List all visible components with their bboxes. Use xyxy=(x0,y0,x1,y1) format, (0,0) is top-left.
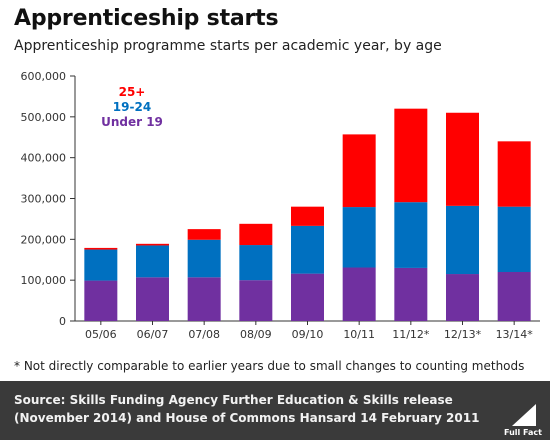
bar-segment-19-24-2 xyxy=(187,239,221,278)
chart-title: Apprenticeship starts xyxy=(14,6,279,31)
chart-subtitle: Apprenticeship programme starts per acad… xyxy=(14,38,442,54)
bar-segment-under-19-8 xyxy=(497,272,531,321)
y-tick-label: 500,000 xyxy=(21,111,67,124)
source-text: Source: Skills Funding Agency Further Ed… xyxy=(14,391,494,427)
bar-segment-25--2 xyxy=(187,229,221,240)
logo-text: Full Fact xyxy=(504,428,542,437)
footnote: * Not directly comparable to earlier yea… xyxy=(14,359,525,373)
bar-segment-19-24-0 xyxy=(84,249,118,281)
bar-segment-19-24-8 xyxy=(497,206,531,272)
bars xyxy=(84,108,531,321)
source-label: Source: xyxy=(14,393,66,407)
x-tick-label: 07/08 xyxy=(188,328,220,341)
x-tick-label: 12/13* xyxy=(444,328,482,341)
bar-segment-25--1 xyxy=(136,243,169,246)
x-tick-label: 10/11 xyxy=(343,328,375,341)
bar-segment-25--5 xyxy=(342,134,376,208)
y-tick-label: 100,000 xyxy=(21,274,67,287)
bar-segment-under-19-1 xyxy=(136,277,169,321)
y-tick-label: 300,000 xyxy=(21,193,67,206)
bar-segment-25--6 xyxy=(394,108,428,203)
bar-segment-25--8 xyxy=(497,141,531,207)
bar-segment-19-24-5 xyxy=(342,207,376,268)
y-tick-label: 0 xyxy=(59,315,66,328)
y-tick-label: 200,000 xyxy=(21,233,67,246)
bar-segment-19-24-7 xyxy=(446,205,479,275)
bar-segment-under-19-6 xyxy=(394,267,428,321)
bar-segment-19-24-6 xyxy=(394,202,428,268)
footer: Source: Skills Funding Agency Further Ed… xyxy=(0,381,550,440)
legend-item-19-24: 19-24 xyxy=(113,100,151,114)
bar-segment-25--4 xyxy=(291,206,324,226)
source-body: Skills Funding Agency Further Education … xyxy=(14,393,480,425)
x-tick-label: 06/07 xyxy=(137,328,169,341)
legend-item-25-: 25+ xyxy=(119,85,146,99)
bar-segment-under-19-4 xyxy=(291,273,324,321)
bar-segment-under-19-0 xyxy=(84,280,118,321)
bar-segment-19-24-3 xyxy=(239,245,273,281)
x-tick-label: 05/06 xyxy=(85,328,117,341)
bar-segment-25--7 xyxy=(446,112,479,206)
bar-segment-under-19-3 xyxy=(239,280,273,321)
y-tick-label: 400,000 xyxy=(21,152,67,165)
bar-segment-19-24-4 xyxy=(291,225,324,274)
bar-segment-25--3 xyxy=(239,223,273,246)
axes: 0 100,000 200,000 300,000 400,000 500,000 600,… xyxy=(21,70,540,341)
legend-item-under-19: Under 19 xyxy=(101,115,163,129)
x-tick-label: 11/12* xyxy=(392,328,430,341)
bar-segment-under-19-2 xyxy=(187,277,221,321)
bar-segment-under-19-7 xyxy=(446,274,479,321)
bar-segment-25--0 xyxy=(84,247,118,250)
bar-segment-under-19-5 xyxy=(342,267,376,321)
x-tick-label: 08/09 xyxy=(240,328,272,341)
x-tick-label: 13/14* xyxy=(496,328,534,341)
bar-segment-19-24-1 xyxy=(136,245,169,278)
stacked-bar-chart: 0 100,000 200,000 300,000 400,000 500,000 600,… xyxy=(21,70,540,341)
x-tick-label: 09/10 xyxy=(292,328,324,341)
full-fact-logo-icon xyxy=(512,404,536,426)
y-tick-label: 600,000 xyxy=(21,70,67,83)
